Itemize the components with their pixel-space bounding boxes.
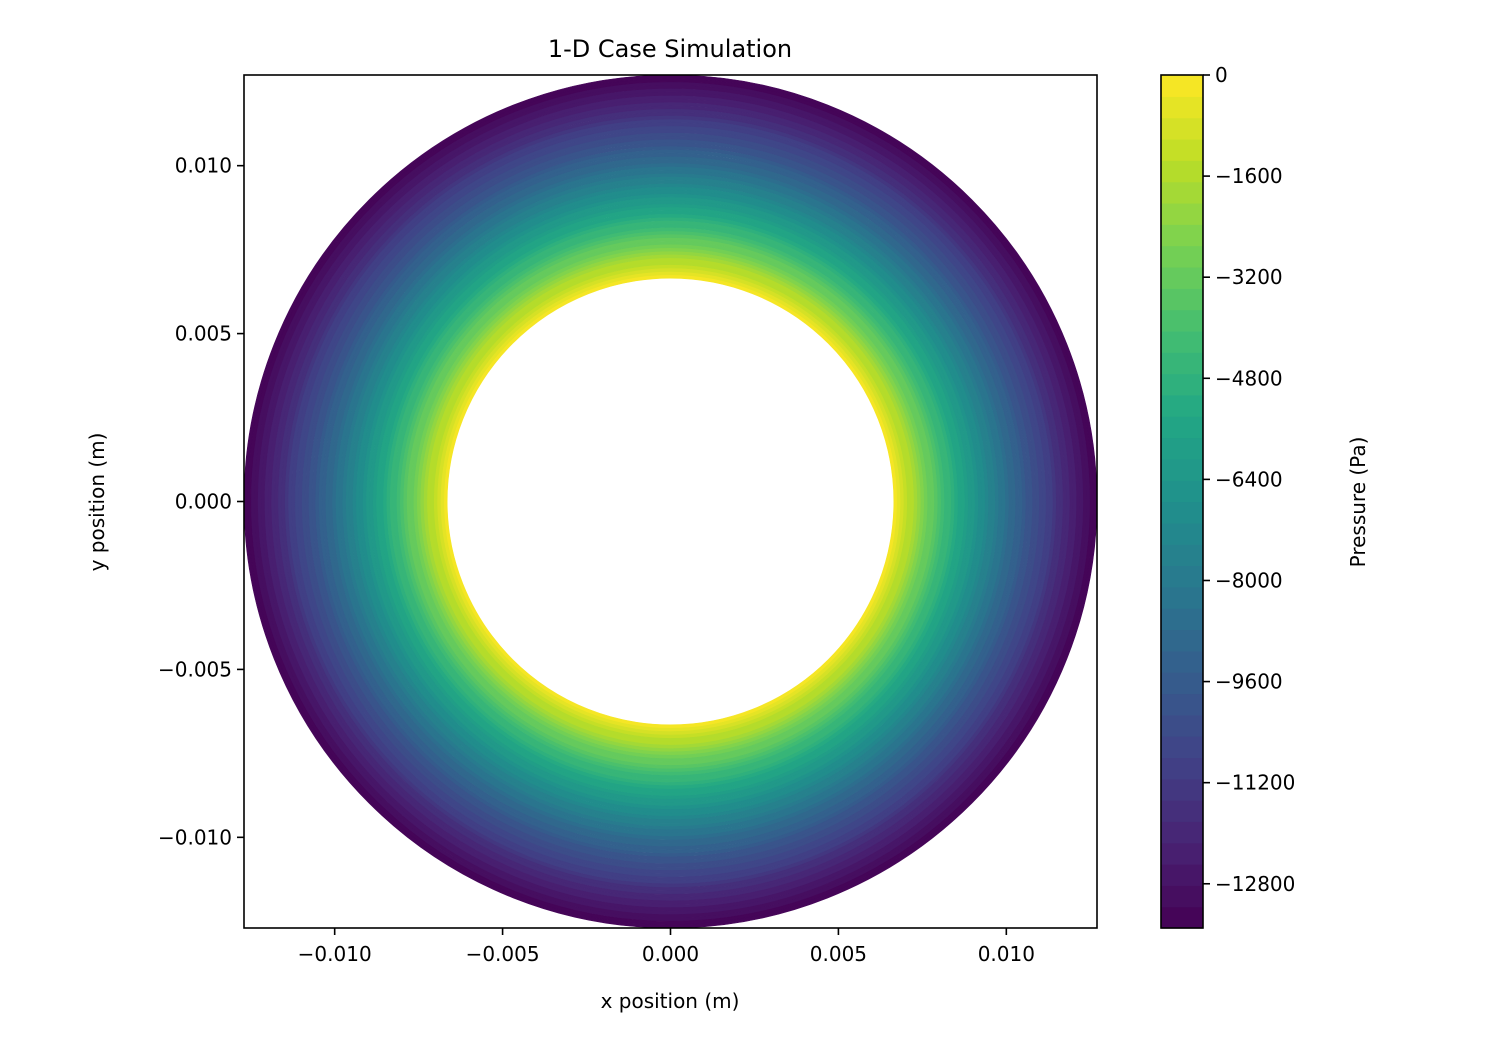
colorbar-tick-label: −1600 (1215, 164, 1283, 188)
colorbar-ticks: 0 −1600 −3200 −4800 −6400 −8000 −9600 −11200 −12… (1203, 63, 1295, 896)
x-tick-label: 0.000 (642, 942, 699, 966)
y-tick-label: −0.005 (158, 657, 232, 681)
colorbar-level (1161, 160, 1203, 183)
colorbar-level (1161, 138, 1203, 161)
colorbar-tick-label: −12800 (1215, 872, 1295, 896)
colorbar-tick-label: 0 (1215, 63, 1228, 87)
colorbar-tick-label: −8000 (1215, 568, 1283, 592)
colorbar-frame (1160, 74, 1204, 929)
colorbar-level (1161, 885, 1203, 908)
colorbar (1161, 75, 1203, 929)
y-tick-label: 0.010 (175, 154, 232, 178)
colorbar-tick-label: −3200 (1215, 265, 1283, 289)
colorbar-level (1161, 821, 1203, 844)
colorbar-level (1161, 96, 1203, 119)
pressure-contour-plot (244, 75, 1097, 928)
x-tick-label: −0.005 (466, 942, 540, 966)
colorbar-level (1161, 480, 1203, 503)
colorbar-level (1161, 352, 1203, 375)
colorbar-level (1161, 309, 1203, 332)
colorbar-level (1161, 224, 1203, 247)
colorbar-level (1161, 544, 1203, 567)
colorbar-tick-label: −11200 (1215, 771, 1295, 795)
colorbar-level (1161, 714, 1203, 737)
colorbar-level (1161, 330, 1203, 353)
colorbar-level (1161, 629, 1203, 652)
colorbar-level (1161, 117, 1203, 140)
colorbar-level (1161, 906, 1203, 929)
colorbar-level (1161, 693, 1203, 716)
colorbar-tick-label: −9600 (1215, 670, 1283, 694)
colorbar-level (1161, 522, 1203, 545)
y-tick-label: −0.010 (158, 825, 232, 849)
colorbar-level (1161, 842, 1203, 865)
colorbar-level (1161, 757, 1203, 780)
colorbar-level (1161, 800, 1203, 822)
colorbar-level (1161, 586, 1203, 609)
colorbar-label: Pressure (Pa) (1346, 437, 1370, 568)
colorbar-level (1161, 501, 1203, 524)
colorbar-tick-label: −6400 (1215, 467, 1283, 491)
colorbar-level (1161, 458, 1203, 481)
colorbar-level (1161, 373, 1203, 396)
colorbar-level (1161, 650, 1203, 673)
x-axis-label: x position (m) (601, 989, 740, 1013)
chart-title: 1-D Case Simulation (548, 35, 792, 63)
contour-band (244, 75, 1097, 928)
colorbar-level (1161, 266, 1203, 289)
colorbar-level (1161, 181, 1203, 204)
colorbar-level (1161, 75, 1203, 97)
colorbar-level (1161, 736, 1203, 758)
colorbar-tick-label: −4800 (1215, 366, 1283, 390)
y-axis: 0.010 0.005 0.000 −0.005 −0.010 (158, 154, 244, 849)
colorbar-level (1161, 394, 1203, 417)
x-tick-label: 0.010 (978, 942, 1035, 966)
colorbar-level (1161, 245, 1203, 268)
colorbar-level (1161, 672, 1203, 695)
colorbar-level (1161, 608, 1203, 631)
colorbar-level (1161, 778, 1203, 801)
y-axis-label: y position (m) (85, 433, 109, 572)
colorbar-level (1161, 437, 1203, 460)
x-axis: −0.010 −0.005 0.000 0.005 0.010 (298, 928, 1035, 966)
y-tick-label: 0.005 (175, 322, 232, 346)
colorbar-level (1161, 416, 1203, 439)
colorbar-level (1161, 565, 1203, 588)
colorbar-level (1161, 202, 1203, 225)
y-tick-label: 0.000 (175, 490, 232, 514)
x-tick-label: 0.005 (810, 942, 867, 966)
colorbar-level (1161, 288, 1203, 311)
colorbar-level (1161, 864, 1203, 886)
x-tick-label: −0.010 (298, 942, 372, 966)
